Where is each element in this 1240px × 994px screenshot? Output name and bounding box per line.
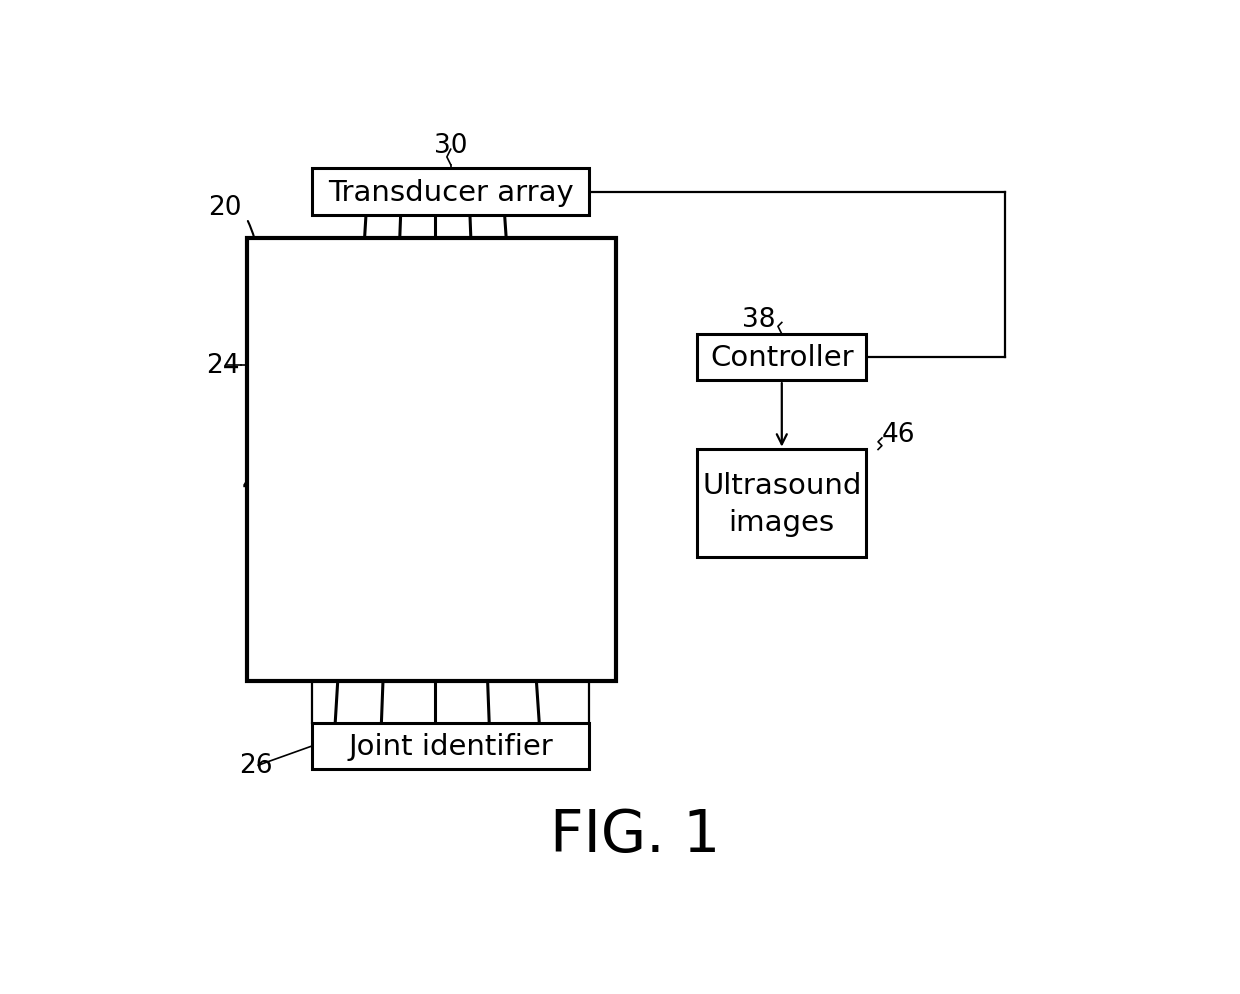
Bar — [290, 423, 321, 454]
Bar — [389, 393, 428, 427]
Text: 20: 20 — [208, 195, 242, 221]
Bar — [247, 239, 616, 681]
Text: 24: 24 — [206, 353, 239, 379]
Text: 48: 48 — [505, 491, 538, 517]
Text: 40: 40 — [567, 553, 600, 579]
Text: 42: 42 — [481, 297, 515, 323]
Bar — [312, 169, 589, 216]
Text: 38: 38 — [742, 306, 775, 332]
Bar — [428, 394, 465, 429]
Text: FIG. 1: FIG. 1 — [551, 806, 720, 863]
Text: 26: 26 — [239, 752, 273, 778]
Text: Transducer array: Transducer array — [327, 178, 574, 207]
Bar — [312, 723, 589, 769]
Text: 42: 42 — [285, 297, 319, 323]
Text: Controller: Controller — [711, 344, 853, 372]
Text: 48: 48 — [242, 472, 275, 498]
Text: 46: 46 — [882, 421, 915, 447]
Text: 44: 44 — [551, 336, 584, 362]
Text: Joint identifier: Joint identifier — [348, 733, 553, 760]
Bar — [465, 399, 497, 432]
Bar — [347, 393, 386, 430]
Bar — [697, 450, 867, 558]
Bar — [697, 335, 867, 381]
Text: 30: 30 — [434, 133, 467, 159]
Text: Ultrasound
images: Ultrasound images — [702, 471, 862, 536]
